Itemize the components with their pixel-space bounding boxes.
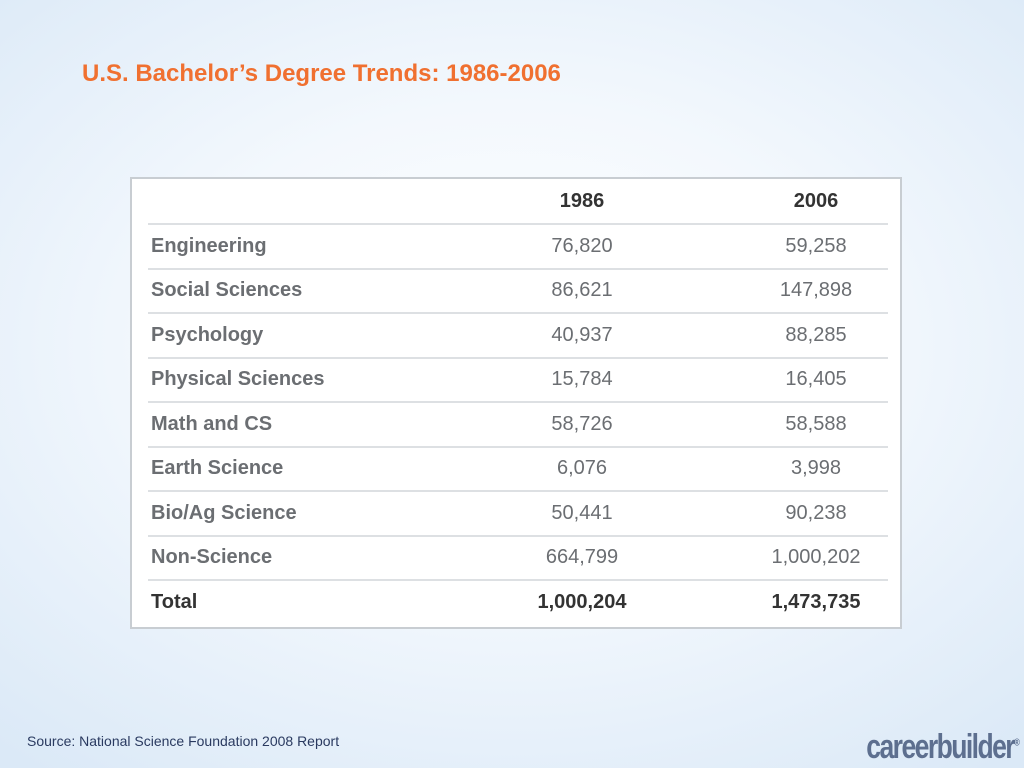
table-cell: 59,258 xyxy=(785,234,847,257)
table-cell: 58,588 xyxy=(785,412,847,435)
table-row: Earth Science 6,076 3,998 xyxy=(148,446,888,492)
row-label: Earth Science xyxy=(151,457,284,479)
table-cell: 16,405 xyxy=(785,368,847,390)
row-label: Bio/Ag Science xyxy=(151,501,297,524)
table-row: Psychology 40,937 88,285 xyxy=(148,313,888,359)
source-note: Source: National Science Foundation 2008… xyxy=(27,733,340,749)
column-header: 1986 xyxy=(559,190,605,212)
table-cell: 40,937 xyxy=(551,323,613,346)
row-label: Total xyxy=(151,590,198,613)
row-label: Physical Sciences xyxy=(151,368,325,390)
row-label: Math and CS xyxy=(151,412,273,435)
total-row: Total 1,000,204 1,473,735 xyxy=(148,580,888,624)
table-row: Math and CS 58,726 58,588 xyxy=(148,402,888,448)
table-cell: 58,726 xyxy=(551,412,613,435)
column-header: 2006 xyxy=(793,190,839,212)
row-label: Non-Science xyxy=(151,546,273,568)
table-cell: 6,076 xyxy=(556,457,608,479)
table-cell: 147,898 xyxy=(779,279,853,301)
data-table: 1986 2006 Engineering 76,820 59,258 Social Sc… xyxy=(130,177,902,629)
table-row: Physical Sciences 15,784 16,405 xyxy=(148,357,888,403)
logo-mark: ® xyxy=(1014,737,1020,749)
table-cell: 15,784 xyxy=(551,368,613,390)
row-label: Engineering xyxy=(151,234,267,257)
logo: careerbuilder® xyxy=(866,728,1020,767)
table-cell: 76,820 xyxy=(551,234,613,257)
table-row: Bio/Ag Science 50,441 90,238 xyxy=(148,491,888,537)
table-row: Non-Science 664,799 1,000,202 xyxy=(148,535,888,581)
table-cell: 1,473,735 xyxy=(771,590,861,613)
table-cell: 50,441 xyxy=(551,501,613,524)
slide-title: U.S. Bachelor’s Degree Trends: 1986-2006 xyxy=(82,60,561,87)
table-cell: 1,000,202 xyxy=(771,546,861,568)
table-cell: 88,285 xyxy=(785,323,847,346)
table-cell: 86,621 xyxy=(551,279,613,301)
header-row: 1986 2006 xyxy=(148,179,888,225)
table-cell: 3,998 xyxy=(790,457,842,479)
table-row: Social Sciences 86,621 147,898 xyxy=(148,268,888,314)
row-label: Social Sciences xyxy=(151,279,303,301)
row-label: Psychology xyxy=(151,323,264,346)
table-row: Engineering 76,820 59,258 xyxy=(148,224,888,270)
table-cell: 1,000,204 xyxy=(537,590,627,613)
table-cell: 90,238 xyxy=(785,501,847,524)
logo-text: careerbuilder xyxy=(866,728,1015,766)
table-cell: 664,799 xyxy=(545,546,619,568)
